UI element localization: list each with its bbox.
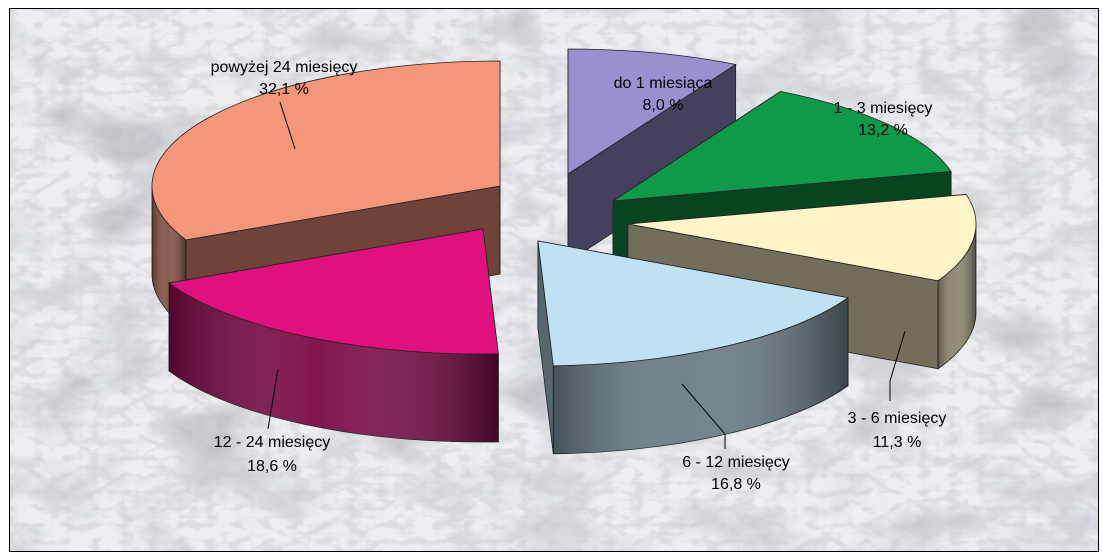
leader-line-slice-5 bbox=[279, 101, 296, 150]
leader-line-slice-2 bbox=[889, 330, 906, 401]
value-slice-3: 16,8 % bbox=[711, 476, 761, 493]
pie-slice-3-top bbox=[537, 240, 850, 367]
label-slice-5: powyżej 24 miesięcy bbox=[211, 59, 358, 76]
label-slice-2: 3 - 6 miesięcy bbox=[848, 410, 947, 427]
pie-slice-4 bbox=[168, 228, 499, 443]
pie-slice-1-top bbox=[612, 91, 952, 202]
pie-slice-2-top bbox=[627, 194, 977, 282]
value-slice-5: 32,1 % bbox=[259, 81, 309, 98]
label-slice-4: 12 - 24 miesięcy bbox=[214, 434, 331, 451]
pie-slice-5 bbox=[151, 60, 501, 329]
value-slice-2: 11,3 % bbox=[873, 434, 922, 451]
chart-frame: do 1 miesiąca 8,0 % 1 - 3 miesięcy 13,2 … bbox=[9, 8, 1099, 552]
pie-slices bbox=[151, 48, 977, 455]
pie-chart: do 1 miesiąca 8,0 % 1 - 3 miesięcy 13,2 … bbox=[10, 9, 1098, 551]
pie-slice-3 bbox=[537, 240, 850, 455]
pie-slice-0-top bbox=[567, 48, 737, 175]
label-slice-0: do 1 miesiąca bbox=[614, 75, 713, 92]
leader-line-slice-3 bbox=[681, 383, 726, 449]
value-slice-4: 18,6 % bbox=[247, 458, 297, 475]
value-slice-1: 13,2 % bbox=[858, 122, 908, 139]
pie-slice-5-top bbox=[151, 60, 501, 241]
pie-slice-2-side-shade bbox=[938, 224, 976, 369]
pie-slice-4-top bbox=[168, 228, 499, 355]
label-slice-3: 6 - 12 miesięcy bbox=[682, 454, 790, 471]
value-slice-0: 8,0 % bbox=[643, 97, 684, 114]
leader-line-slice-4 bbox=[267, 368, 279, 430]
leader-lines bbox=[267, 101, 906, 449]
pie-slice-3-side-shade bbox=[553, 297, 849, 454]
label-slice-1: 1 - 3 miesięcy bbox=[834, 100, 933, 117]
